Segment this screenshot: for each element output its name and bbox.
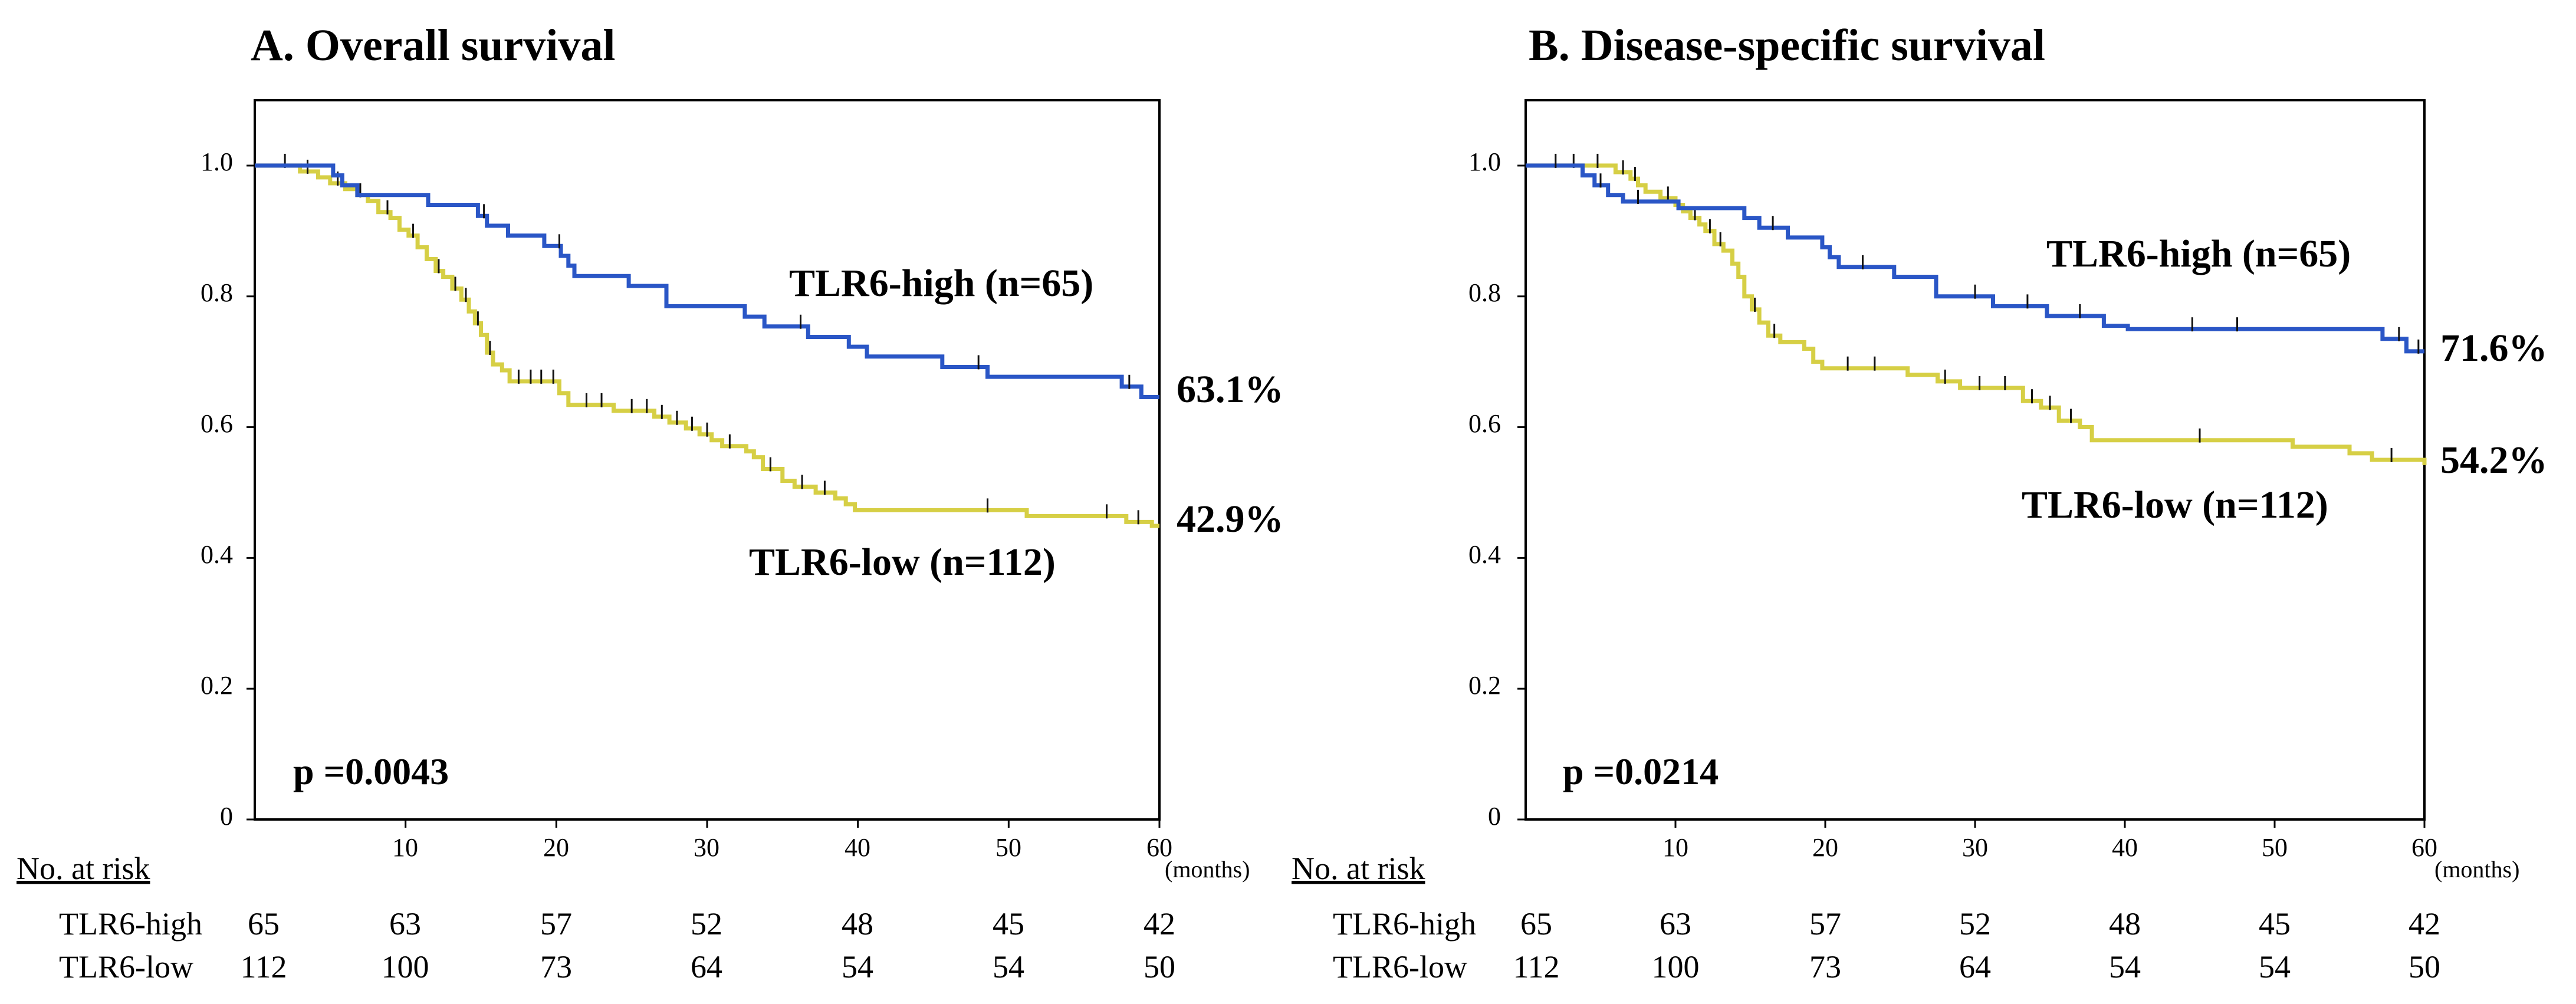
risk-value: 54: [993, 949, 1024, 985]
risk-value: 100: [382, 949, 429, 985]
risk-value: 52: [1959, 906, 1991, 942]
y-tick-label: 0.2: [1468, 671, 1501, 700]
tick-marks: [247, 164, 1161, 828]
x-tick-label: 10: [392, 833, 418, 862]
risk-value: 48: [2109, 906, 2141, 942]
p-value: p =0.0214: [1563, 750, 1719, 792]
x-tick-label: 50: [2262, 833, 2288, 862]
risk-row-label: TLR6-low: [59, 949, 193, 985]
panel-title: B. Disease-specific survival: [1529, 21, 2045, 70]
x-axis: 10 20 30 40 50 60 (months): [392, 833, 1250, 883]
x-unit-label: (months): [2434, 856, 2519, 883]
x-tick-label: 60: [2411, 833, 2437, 862]
risk-value: 52: [691, 906, 722, 942]
risk-value: 42: [2409, 906, 2440, 942]
risk-value: 54: [2259, 949, 2291, 985]
tlr6-high-survival-curve: [1526, 163, 2424, 354]
risk-value: 64: [691, 949, 722, 985]
risk-value: 112: [241, 949, 287, 985]
risk-row-label: TLR6-high: [59, 906, 202, 942]
risk-row-label: TLR6-low: [1333, 949, 1467, 985]
y-tick-label: 0: [220, 802, 233, 831]
risk-value: 65: [1520, 906, 1552, 942]
risk-value: 100: [1652, 949, 1700, 985]
tlr6-low-end-percentage: 42.9%: [1177, 498, 1284, 541]
risk-value: 48: [842, 906, 873, 942]
y-tick-label: 0: [1488, 802, 1501, 831]
y-tick-label: 0.2: [201, 671, 233, 700]
plot-frame: [254, 99, 1161, 821]
risk-value: 54: [2109, 949, 2141, 985]
y-tick-label: 0.6: [201, 409, 233, 438]
y-tick-label: 0.6: [1468, 409, 1501, 438]
tlr6-low-survival-curve: [1526, 163, 2427, 465]
risk-value: 45: [2259, 906, 2291, 942]
p-value: p =0.0043: [293, 750, 449, 792]
risk-value: 45: [993, 906, 1024, 942]
tlr6-high-end-percentage: 71.6%: [2440, 327, 2548, 370]
tlr6-high-group-label: TLR6-high (n=65): [789, 262, 1093, 305]
tlr6-low-group-label: TLR6-low (n=112): [749, 541, 1056, 584]
x-tick-label: 20: [1812, 833, 1838, 862]
y-tick-label: 0.8: [1468, 278, 1501, 307]
tlr6-high-group-label: TLR6-high (n=65): [2046, 232, 2351, 275]
y-tick-label: 1.0: [201, 147, 233, 176]
tlr6-low-group-label: TLR6-low (n=112): [2022, 483, 2328, 526]
risk-value: 63: [1660, 906, 1691, 942]
risk-value: 50: [2409, 949, 2440, 985]
risk-table-heading: No. at risk: [17, 851, 150, 886]
survival-curves: [1526, 153, 2427, 465]
risk-value: 64: [1959, 949, 1991, 985]
risk-value: 50: [1144, 949, 1175, 985]
tlr6-high-survival-curve: [255, 163, 1159, 399]
y-tick-label: 1.0: [1468, 147, 1501, 176]
x-axis: 10 20 30 40 50 60 (months): [1662, 833, 2519, 883]
risk-value: 73: [1809, 949, 1841, 985]
risk-value: 112: [1513, 949, 1560, 985]
tlr6-low-end-percentage: 54.2%: [2440, 439, 2548, 482]
risk-table-heading: No. at risk: [1292, 851, 1425, 886]
risk-value: 57: [540, 906, 572, 942]
risk-value: 54: [842, 949, 873, 985]
x-tick-label: 60: [1146, 833, 1172, 862]
tlr6-high-end-percentage: 63.1%: [1177, 368, 1284, 411]
x-tick-label: 40: [845, 833, 870, 862]
panel-title: A. Overall survival: [251, 21, 616, 70]
x-tick-label: 30: [694, 833, 719, 862]
x-tick-label: 20: [543, 833, 569, 862]
survival-curves: [255, 153, 1159, 528]
x-unit-label: (months): [1165, 856, 1250, 883]
panel-overall-survival: A. Overall survival 0 0.2 0.4 0.6 0.8 1.…: [17, 21, 1284, 985]
y-tick-label: 0.8: [201, 278, 233, 307]
x-tick-label: 40: [2112, 833, 2138, 862]
risk-table: No. at risk TLR6-high TLR6-low 65 63 57 …: [1292, 851, 2440, 985]
risk-value: 63: [389, 906, 421, 942]
risk-value: 42: [1144, 906, 1175, 942]
x-tick-label: 30: [1962, 833, 1988, 862]
y-tick-label: 0.4: [1468, 540, 1501, 569]
y-axis: 0 0.2 0.4 0.6 0.8 1.0: [201, 147, 233, 831]
risk-value: 73: [540, 949, 572, 985]
x-tick-label: 50: [995, 833, 1021, 862]
tlr6-low-survival-curve: [255, 163, 1159, 528]
risk-value: 65: [248, 906, 280, 942]
risk-table: No. at risk TLR6-high TLR6-low 65 63 57 …: [17, 851, 1175, 985]
tick-marks: [1517, 164, 2426, 828]
risk-row-label: TLR6-high: [1333, 906, 1476, 942]
panel-disease-specific-survival: B. Disease-specific survival 0 0.2 0.4 0…: [1292, 21, 2548, 985]
x-tick-label: 10: [1662, 833, 1688, 862]
y-axis: 0 0.2 0.4 0.6 0.8 1.0: [1468, 147, 1501, 831]
plot-frame: [1524, 99, 2426, 821]
y-tick-label: 0.4: [201, 540, 233, 569]
risk-value: 57: [1809, 906, 1841, 942]
